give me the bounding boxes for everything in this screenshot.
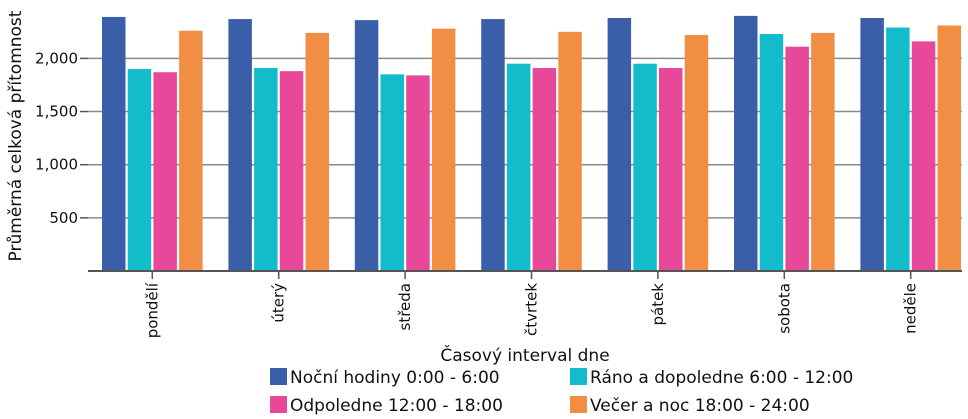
bar (179, 30, 203, 272)
bar (734, 15, 758, 271)
x-tick-label: sobota (775, 283, 793, 334)
legend: Noční hodiny 0:00 - 6:00 Ráno a dopoledne… (270, 368, 853, 416)
legend-swatch (270, 368, 287, 385)
x-tick-label: neděle (902, 283, 920, 334)
x-tick-label: úterý (270, 283, 288, 323)
bar (532, 67, 557, 271)
bar (633, 63, 657, 272)
x-tick-label: středa (396, 283, 414, 330)
y-axis-title: Průměrná celková přítomnost (6, 10, 26, 261)
bar (380, 74, 404, 271)
legend-label: Noční hodiny 0:00 - 6:00 (290, 368, 500, 388)
bar (811, 32, 835, 271)
legend-swatch (570, 368, 587, 385)
bar (937, 25, 961, 271)
bar (279, 71, 304, 271)
legend-label: Večer a noc 18:00 - 24:00 (590, 396, 810, 416)
legend-swatch (270, 396, 287, 413)
bar (431, 28, 456, 271)
y-tick-label: 1,000 (35, 156, 78, 174)
bar (506, 63, 531, 272)
bar (886, 27, 910, 272)
legend-label: Odpoledne 12:00 - 18:00 (290, 396, 503, 416)
x-tick-label: pátek (649, 283, 667, 326)
bar (607, 18, 632, 272)
bar (254, 67, 278, 271)
bar (228, 19, 252, 271)
bar (127, 69, 152, 271)
x-tick-label: pondělí (143, 282, 161, 338)
bar (785, 46, 809, 271)
bar (558, 31, 582, 272)
legend-label: Ráno a dopoledne 6:00 - 12:00 (590, 368, 853, 388)
y-axis-ticks: 500 1,000 1,500 2,000 (35, 49, 88, 227)
x-tick-label: čtvrtek (523, 283, 541, 336)
bar (153, 72, 177, 272)
x-axis-title: Časový interval dne (440, 344, 609, 366)
bar (406, 75, 430, 272)
bar (860, 18, 884, 272)
bar (911, 41, 936, 271)
y-tick-label: 1,500 (35, 103, 78, 121)
bar (659, 67, 683, 271)
legend-swatch (570, 396, 587, 413)
bar (684, 35, 709, 271)
bars (102, 15, 961, 272)
bar (354, 20, 379, 271)
bar (759, 33, 784, 271)
bar (481, 19, 505, 271)
y-tick-label: 2,000 (35, 49, 78, 67)
y-tick-label: 500 (49, 209, 78, 227)
x-axis-ticks: pondělí úterý středa čtvrtek pátek sobota nedě… (143, 271, 920, 338)
bar (102, 16, 126, 272)
bar (305, 32, 329, 271)
